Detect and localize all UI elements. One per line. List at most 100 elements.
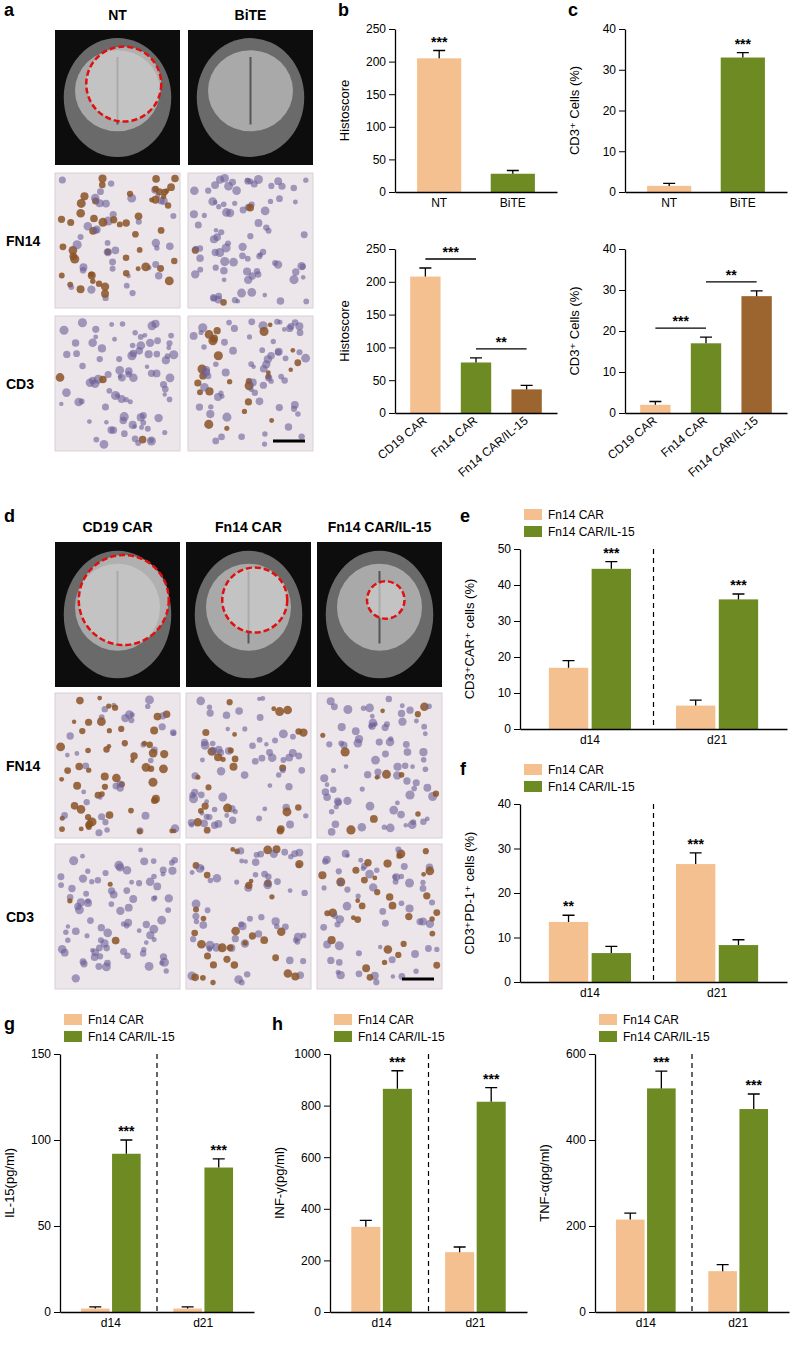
nucleus <box>92 326 99 333</box>
bar <box>708 1271 737 1312</box>
nucleus <box>423 766 429 772</box>
nucleus <box>294 359 301 366</box>
nucleus <box>262 431 268 437</box>
y-tick: 200 <box>366 275 395 289</box>
x-axis: d14d21 <box>61 1313 255 1330</box>
nucleus <box>148 370 155 377</box>
nucleus <box>251 180 258 187</box>
nucleus <box>165 894 173 902</box>
nucleus <box>89 879 94 884</box>
y-tick-label: 150 <box>366 308 386 322</box>
nucleus <box>224 813 229 818</box>
y-tick-mark <box>619 413 625 414</box>
nucleus <box>69 284 75 290</box>
nucleus <box>72 339 79 346</box>
nucleus <box>123 887 130 894</box>
mri-head <box>64 38 172 157</box>
nucleus <box>79 874 87 882</box>
y-tick: 20 <box>603 104 625 118</box>
y-axis-line <box>625 250 626 414</box>
nucleus <box>103 945 110 952</box>
nucleus <box>107 744 112 749</box>
nucleus <box>408 820 417 829</box>
nucleus <box>301 231 308 238</box>
row-label: CD3 <box>6 376 34 392</box>
nucleus <box>218 391 223 396</box>
nucleus <box>102 870 108 876</box>
nucleus <box>401 863 408 870</box>
y-tick-mark <box>619 192 625 193</box>
nucleus <box>404 823 409 828</box>
nucleus <box>321 885 326 890</box>
mri-head <box>64 551 172 679</box>
mri-image <box>188 30 313 165</box>
x-tick: Fn14 CAR <box>428 413 480 460</box>
nucleus <box>129 373 138 382</box>
nucleus <box>85 869 90 874</box>
y-tick-label: 0 <box>44 1305 51 1319</box>
nucleus <box>254 852 260 858</box>
tumor <box>222 568 287 633</box>
nucleus <box>234 975 243 984</box>
nucleus <box>140 950 147 957</box>
nucleus <box>136 827 143 834</box>
mri-image <box>317 542 442 687</box>
bar <box>549 668 588 729</box>
nucleus <box>290 185 297 192</box>
nucleus <box>371 756 380 765</box>
error-bar <box>470 358 482 363</box>
nucleus <box>73 782 81 790</box>
nucleus <box>285 783 292 790</box>
nucleus <box>97 717 106 726</box>
nucleus <box>221 201 227 207</box>
x-axis: d14d21 <box>521 983 788 1000</box>
nucleus <box>286 820 294 828</box>
y-tick-label: 0 <box>314 1305 321 1319</box>
nucleus <box>384 945 393 954</box>
nucleus <box>361 705 367 711</box>
nucleus <box>80 960 87 967</box>
nucleus <box>320 733 325 738</box>
error-bar <box>717 1265 729 1271</box>
x-tick: BiTE <box>730 196 756 210</box>
y-tick: 30 <box>498 614 520 628</box>
y-tick-mark <box>54 1312 60 1313</box>
y-tick-mark <box>389 249 395 250</box>
y-tick-label: 20 <box>498 886 512 900</box>
nucleus <box>80 854 85 859</box>
nucleus <box>330 786 336 792</box>
nucleus <box>282 923 289 930</box>
nucleus <box>58 882 64 888</box>
nucleus <box>232 935 239 942</box>
nucleus <box>157 916 166 925</box>
nucleus <box>378 945 382 949</box>
bar <box>477 1102 506 1312</box>
nucleus <box>167 397 173 403</box>
nucleus <box>283 355 289 361</box>
nucleus <box>433 909 440 916</box>
nucleus <box>295 411 301 417</box>
y-tick-mark <box>514 657 520 658</box>
nucleus <box>194 919 199 924</box>
nucleus <box>112 337 117 342</box>
nucleus <box>292 319 299 326</box>
nucleus <box>386 738 395 747</box>
nucleus <box>83 891 89 897</box>
nucleus <box>69 856 78 865</box>
x-tick-label: NT <box>431 196 448 210</box>
nucleus <box>154 337 161 344</box>
bar <box>81 1309 110 1312</box>
nucleus <box>426 920 434 928</box>
nucleus <box>399 874 404 879</box>
histology-image <box>55 173 180 308</box>
y-tick-label: 0 <box>579 1305 586 1319</box>
nucleus <box>128 399 133 404</box>
error-bar <box>690 853 702 864</box>
nucleus <box>98 218 107 227</box>
nucleus <box>213 200 218 205</box>
x-tick-label: d14 <box>580 986 600 1000</box>
legend: Fn14 CARFn14 CAR/IL-15 <box>64 1013 175 1044</box>
y-tick-label: 800 <box>301 1099 321 1113</box>
nucleus <box>282 327 287 332</box>
nucleus <box>63 351 70 358</box>
